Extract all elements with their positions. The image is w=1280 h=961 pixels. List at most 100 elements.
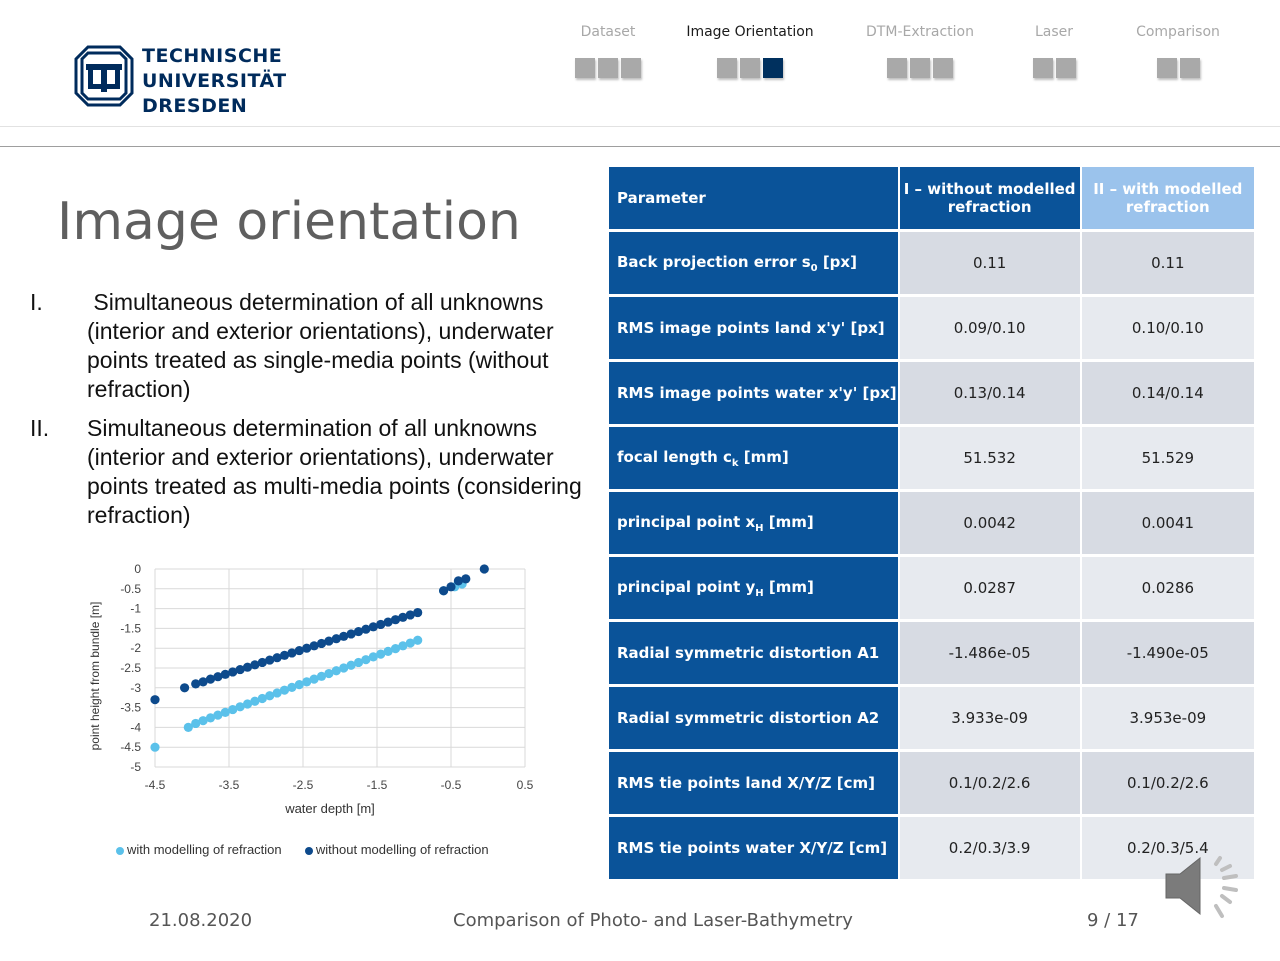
- header-divider-light: [0, 126, 1280, 127]
- nav-section-comparison[interactable]: Comparison: [1128, 24, 1228, 94]
- nav-box-laser-2[interactable]: [1055, 58, 1076, 78]
- table-row: RMS image points water x'y' [px] 0.13/0.1…: [609, 362, 1256, 427]
- data-point-without-refraction: [265, 655, 275, 665]
- y-tick-label: -4: [130, 720, 141, 734]
- data-point-without-refraction: [279, 650, 290, 660]
- data-point-with-refraction: [368, 652, 378, 662]
- value-with-refraction: 0.14/0.14: [1081, 362, 1256, 427]
- y-tick-label: 0: [134, 562, 141, 576]
- parameter-unit: [px]: [817, 252, 857, 271]
- parameter-name: RMS image points land x'y' [px]: [609, 297, 900, 362]
- nav-box-dataset-3[interactable]: [621, 58, 641, 78]
- nav-label-dataset: Dataset: [580, 24, 636, 40]
- parameter-label: RMS tie points water X/Y/Z [cm]: [617, 839, 888, 857]
- method-item-1: I. Simultaneous determination of all unk…: [30, 288, 590, 404]
- nav-box-image-orientation-2[interactable]: [740, 58, 760, 78]
- data-point-with-refraction: [191, 718, 201, 729]
- data-point-without-refraction: [205, 674, 216, 684]
- parameter-label: focal length c: [617, 447, 732, 466]
- nav-box-comparison-2[interactable]: [1179, 58, 1200, 78]
- data-point-with-refraction: [302, 677, 312, 687]
- nav-section-dataset[interactable]: Dataset: [568, 24, 648, 94]
- data-point-with-refraction: [213, 710, 223, 720]
- parameter-label: RMS image points water x'y' [px]: [617, 384, 897, 402]
- parameter-label: Radial symmetric distortion A1: [617, 644, 880, 662]
- data-point-with-refraction: [150, 742, 160, 752]
- header-divider: [0, 146, 1280, 147]
- header-parameter: Parameter: [609, 167, 900, 232]
- data-point-without-refraction: [339, 631, 349, 641]
- data-point-without-refraction: [453, 576, 463, 586]
- data-point-without-refraction: [390, 615, 401, 625]
- data-point-with-refraction: [205, 713, 216, 723]
- value-with-refraction: -1.490e-05: [1081, 622, 1256, 687]
- value-with-refraction: 0.0286: [1081, 557, 1256, 622]
- x-tick-label: 0.5: [517, 778, 534, 792]
- nav-box-dtm-1[interactable]: [887, 58, 907, 78]
- data-point-with-refraction: [339, 663, 349, 673]
- nav-box-image-orientation-3-current[interactable]: [763, 58, 783, 78]
- data-point-without-refraction: [361, 624, 371, 634]
- y-tick-label: -1.5: [120, 621, 141, 635]
- nav-label-dtm-extraction: DTM-Extraction: [866, 24, 974, 40]
- nav-section-dtm-extraction[interactable]: DTM-Extraction: [855, 24, 985, 94]
- university-name-line3: DRESDEN: [142, 95, 248, 117]
- value-without-refraction: 0.13/0.14: [899, 362, 1082, 427]
- nav-box-image-orientation-1[interactable]: [717, 58, 737, 78]
- legend-without-refraction-marker: [304, 846, 313, 855]
- data-point-with-refraction: [272, 688, 282, 698]
- table-row: Radial symmetric distortion A1 -1.486e-05…: [609, 622, 1256, 687]
- nav-box-dtm-2[interactable]: [910, 58, 930, 78]
- nav-section-image-orientation[interactable]: Image Orientation: [680, 24, 820, 94]
- data-point-without-refraction: [191, 679, 201, 689]
- data-point-without-refraction: [413, 607, 423, 618]
- data-point-without-refraction: [353, 626, 364, 637]
- header-without-refraction: I – without modelled refraction: [899, 167, 1082, 232]
- table-row: RMS tie points water X/Y/Z [cm] 0.2/0.3/3…: [609, 817, 1256, 882]
- data-point-without-refraction: [294, 645, 304, 656]
- nav-box-laser-1[interactable]: [1032, 58, 1053, 78]
- y-tick-label: -0.5: [120, 582, 141, 596]
- parameter-name: Radial symmetric distortion A1: [609, 622, 900, 687]
- y-tick-label: -4.5: [120, 740, 141, 754]
- x-axis-label: water depth [m]: [284, 801, 375, 816]
- parameter-label: RMS image points land x'y' [px]: [617, 319, 885, 337]
- y-tick-label: -3.5: [120, 701, 141, 715]
- data-point-with-refraction: [235, 702, 245, 712]
- value-with-refraction: 0.10/0.10: [1081, 297, 1256, 362]
- nav-box-dataset-2[interactable]: [598, 58, 618, 78]
- tu-dresden-logo-icon: [74, 45, 134, 107]
- parameter-label: Back projection error s: [617, 252, 811, 271]
- value-with-refraction: 0.2/0.3/5.4: [1081, 817, 1256, 882]
- value-without-refraction: -1.486e-05: [899, 622, 1082, 687]
- data-point-with-refraction: [294, 680, 304, 690]
- x-tick-label: -0.5: [441, 778, 462, 792]
- nav-box-comparison-1[interactable]: [1156, 58, 1177, 78]
- legend-without-refraction-label: without modelling of refraction: [315, 842, 489, 857]
- data-point-with-refraction: [361, 655, 371, 665]
- nav-box-dataset-1[interactable]: [575, 58, 595, 78]
- footer-date: 21.08.2020: [149, 910, 253, 931]
- table-row: Radial symmetric distortion A2 3.933e-09 3…: [609, 687, 1256, 752]
- x-tick-label: -4.5: [145, 778, 166, 792]
- header-with-refraction: II – with modelled refraction: [1081, 167, 1256, 232]
- nav-box-dtm-3[interactable]: [933, 58, 953, 78]
- data-point-without-refraction: [479, 564, 489, 574]
- data-point-with-refraction: [346, 660, 356, 670]
- value-with-refraction: 3.953e-09: [1081, 687, 1256, 752]
- parameter-name: focal length ck [mm]: [609, 427, 900, 492]
- data-point-without-refraction: [461, 574, 471, 584]
- x-tick-label: -3.5: [219, 778, 240, 792]
- data-point-without-refraction: [368, 622, 378, 632]
- data-point-without-refraction: [228, 667, 238, 677]
- nav-section-laser[interactable]: Laser: [1024, 24, 1084, 94]
- data-point-with-refraction: [183, 722, 193, 732]
- parameter-subscript: H: [755, 522, 764, 534]
- data-point-without-refraction: [376, 619, 386, 630]
- y-tick-label: -3: [130, 681, 141, 695]
- data-point-with-refraction: [242, 699, 253, 709]
- data-point-without-refraction: [257, 657, 267, 668]
- data-point-without-refraction: [346, 629, 356, 639]
- speaker-icon[interactable]: [1160, 846, 1250, 926]
- data-point-with-refraction: [383, 646, 393, 656]
